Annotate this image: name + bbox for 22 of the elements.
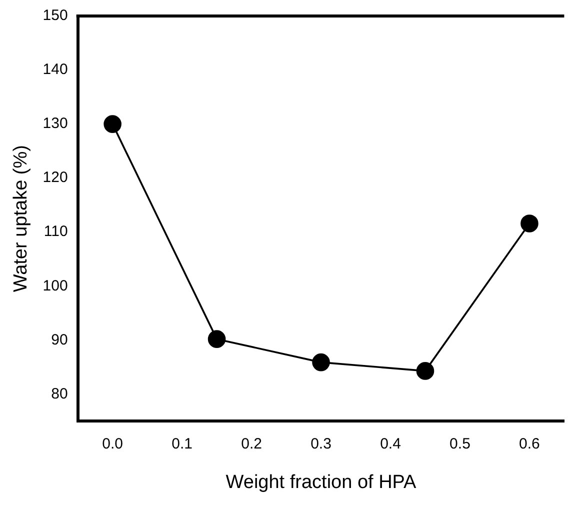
y-tick-label: 150 xyxy=(42,7,68,24)
point xyxy=(104,115,122,133)
y-tick-label: 80 xyxy=(51,385,68,402)
x-tick-label: 0.0 xyxy=(102,435,123,452)
point xyxy=(208,330,226,348)
x-axis-title: Weight fraction of HPA xyxy=(226,472,417,493)
y-tick-label: 110 xyxy=(44,223,68,240)
x-tick-label: 0.4 xyxy=(380,435,401,452)
point xyxy=(416,362,434,380)
x-tick-label: 0.1 xyxy=(172,435,192,452)
x-tick-label: 0.2 xyxy=(241,435,262,452)
y-tick-label: 140 xyxy=(42,61,68,78)
x-tick-label: 0.6 xyxy=(519,435,540,452)
y-tick-label: 120 xyxy=(42,169,68,186)
y-tick-label: 90 xyxy=(51,331,68,348)
y-tick-label: 100 xyxy=(42,277,68,294)
point xyxy=(312,353,330,372)
point xyxy=(520,214,538,232)
x-tick-label: 0.5 xyxy=(450,435,470,452)
y-tick-label: 130 xyxy=(42,115,68,132)
x-tick-label: 0.3 xyxy=(310,435,332,452)
y-axis-title: Water uptake (%) xyxy=(10,145,32,292)
